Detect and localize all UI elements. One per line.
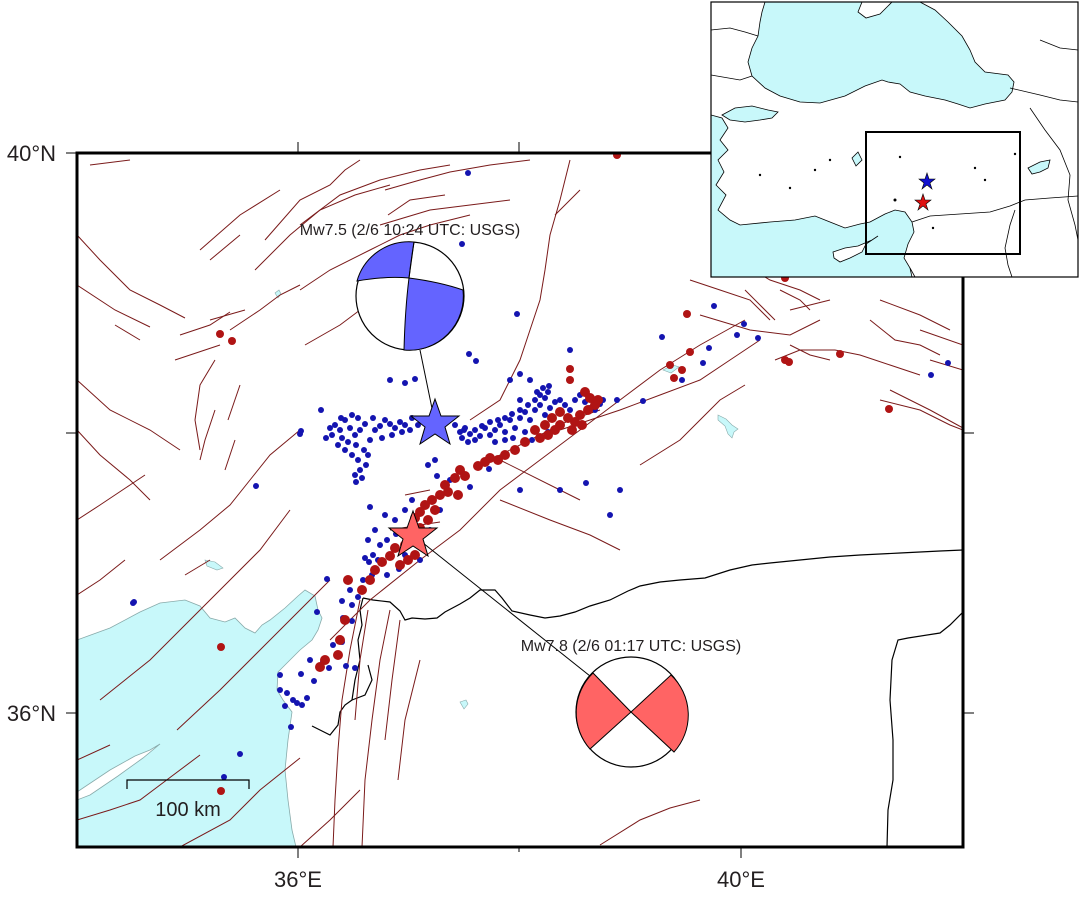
aftershocks-mw78 bbox=[216, 153, 893, 795]
border-hatay-2 bbox=[351, 664, 373, 701]
focal-mechanism-mw75[interactable] bbox=[355, 241, 465, 351]
focal-mechanism-mw78[interactable] bbox=[575, 656, 689, 768]
y-tick-label-40n: 40°N bbox=[7, 141, 56, 166]
cluster-west bbox=[323, 412, 421, 485]
lake bbox=[459, 699, 469, 710]
inset-lake-tuz bbox=[851, 151, 863, 167]
scale-bar: 100 km bbox=[126, 779, 250, 821]
scale-bar-label: 100 km bbox=[155, 799, 221, 821]
sea-mediterranean bbox=[77, 589, 323, 847]
x-tick-label-36e: 36°E bbox=[274, 867, 322, 892]
cluster-east bbox=[452, 383, 603, 445]
map-frame bbox=[75, 151, 965, 849]
axis-ticks bbox=[66, 142, 974, 858]
epicenter-star-mw75[interactable] bbox=[409, 397, 461, 446]
inset-sea-marmara bbox=[721, 105, 779, 123]
inset-star-mw75 bbox=[918, 172, 936, 190]
epicenter-star-mw78[interactable] bbox=[387, 509, 439, 558]
lake bbox=[204, 559, 224, 571]
inset-sea-black bbox=[747, 2, 1015, 109]
lake bbox=[717, 414, 739, 439]
inset-region-box bbox=[865, 131, 1021, 255]
inset-lake-van bbox=[1027, 159, 1051, 175]
fault-lines bbox=[77, 159, 963, 847]
inset-frame bbox=[710, 1, 1079, 278]
border-syria-iraq bbox=[886, 611, 963, 847]
x-tick-label-40e: 40°E bbox=[717, 867, 765, 892]
label-mw75: Mw7.5 (2/6 10:24 UTC: USGS) bbox=[300, 222, 521, 239]
inset-map bbox=[710, 1, 1079, 278]
cyprus-peninsula bbox=[77, 743, 161, 801]
inset-star-mw78 bbox=[914, 193, 932, 211]
label-mw78: Mw7.8 (2/6 01:17 UTC: USGS) bbox=[521, 638, 742, 655]
y-tick-label-36n: 36°N bbox=[7, 701, 56, 726]
inset-borders bbox=[711, 27, 1078, 277]
aftershocks-mw75 bbox=[130, 170, 951, 780]
leader-line-mw78 bbox=[412, 534, 591, 677]
inset-islands bbox=[758, 152, 1017, 230]
inset-sea-mediterranean bbox=[711, 114, 915, 277]
border-turkey-syria bbox=[362, 549, 963, 621]
